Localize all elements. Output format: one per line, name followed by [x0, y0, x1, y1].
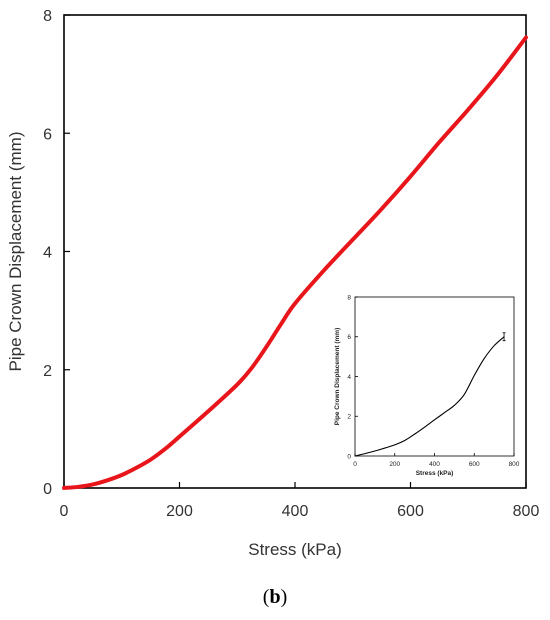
caption-close-paren: ) — [280, 586, 288, 608]
x-tick-label: 600 — [397, 503, 424, 520]
x-axis-title: Stress (kPa) — [248, 540, 342, 559]
x-tick-label: 0 — [60, 503, 69, 520]
inset-y-axis-title: Pipe Crown Displacement (mm) — [334, 328, 341, 426]
y-tick-label: 8 — [43, 8, 52, 25]
series-line — [62, 35, 528, 490]
inset-y-tick-label: 8 — [347, 294, 351, 301]
x-tick-label: 800 — [513, 503, 540, 520]
inset-y-tick-label: 6 — [347, 334, 351, 341]
inset-plot: 0 200 400 600 800 0 2 4 6 8 Stress (kPa) Pipe Crown… — [334, 294, 520, 477]
inset-x-tick-label: 400 — [429, 461, 440, 468]
inset-x-tick-label: 0 — [353, 461, 357, 468]
inset-x-axis-title: Stress (kPa) — [416, 470, 454, 477]
x-tick-label: 200 — [166, 503, 193, 520]
inset-y-tick-label: 4 — [347, 374, 351, 381]
y-tick-label: 2 — [43, 363, 52, 380]
inset-x-tick-label: 200 — [389, 461, 400, 468]
inset-y-tick-label: 0 — [347, 453, 351, 460]
inset-y-tick-label: 2 — [347, 414, 351, 421]
figure-caption: (b) — [0, 586, 550, 609]
y-tick-label: 4 — [43, 245, 52, 262]
inset-x-tick-label: 600 — [469, 461, 480, 468]
inset-series-line — [354, 336, 505, 457]
x-tick-label: 400 — [282, 503, 309, 520]
y-tick-label: 6 — [43, 126, 52, 143]
caption-open-paren: ( — [262, 586, 270, 608]
y-axis-title: Pipe Crown Displacement (mm) — [6, 132, 25, 372]
y-tick-label: 0 — [43, 481, 52, 498]
caption-letter: b — [269, 586, 281, 608]
inset-x-tick-label: 800 — [509, 461, 520, 468]
inset-axes-frame — [354, 296, 515, 457]
